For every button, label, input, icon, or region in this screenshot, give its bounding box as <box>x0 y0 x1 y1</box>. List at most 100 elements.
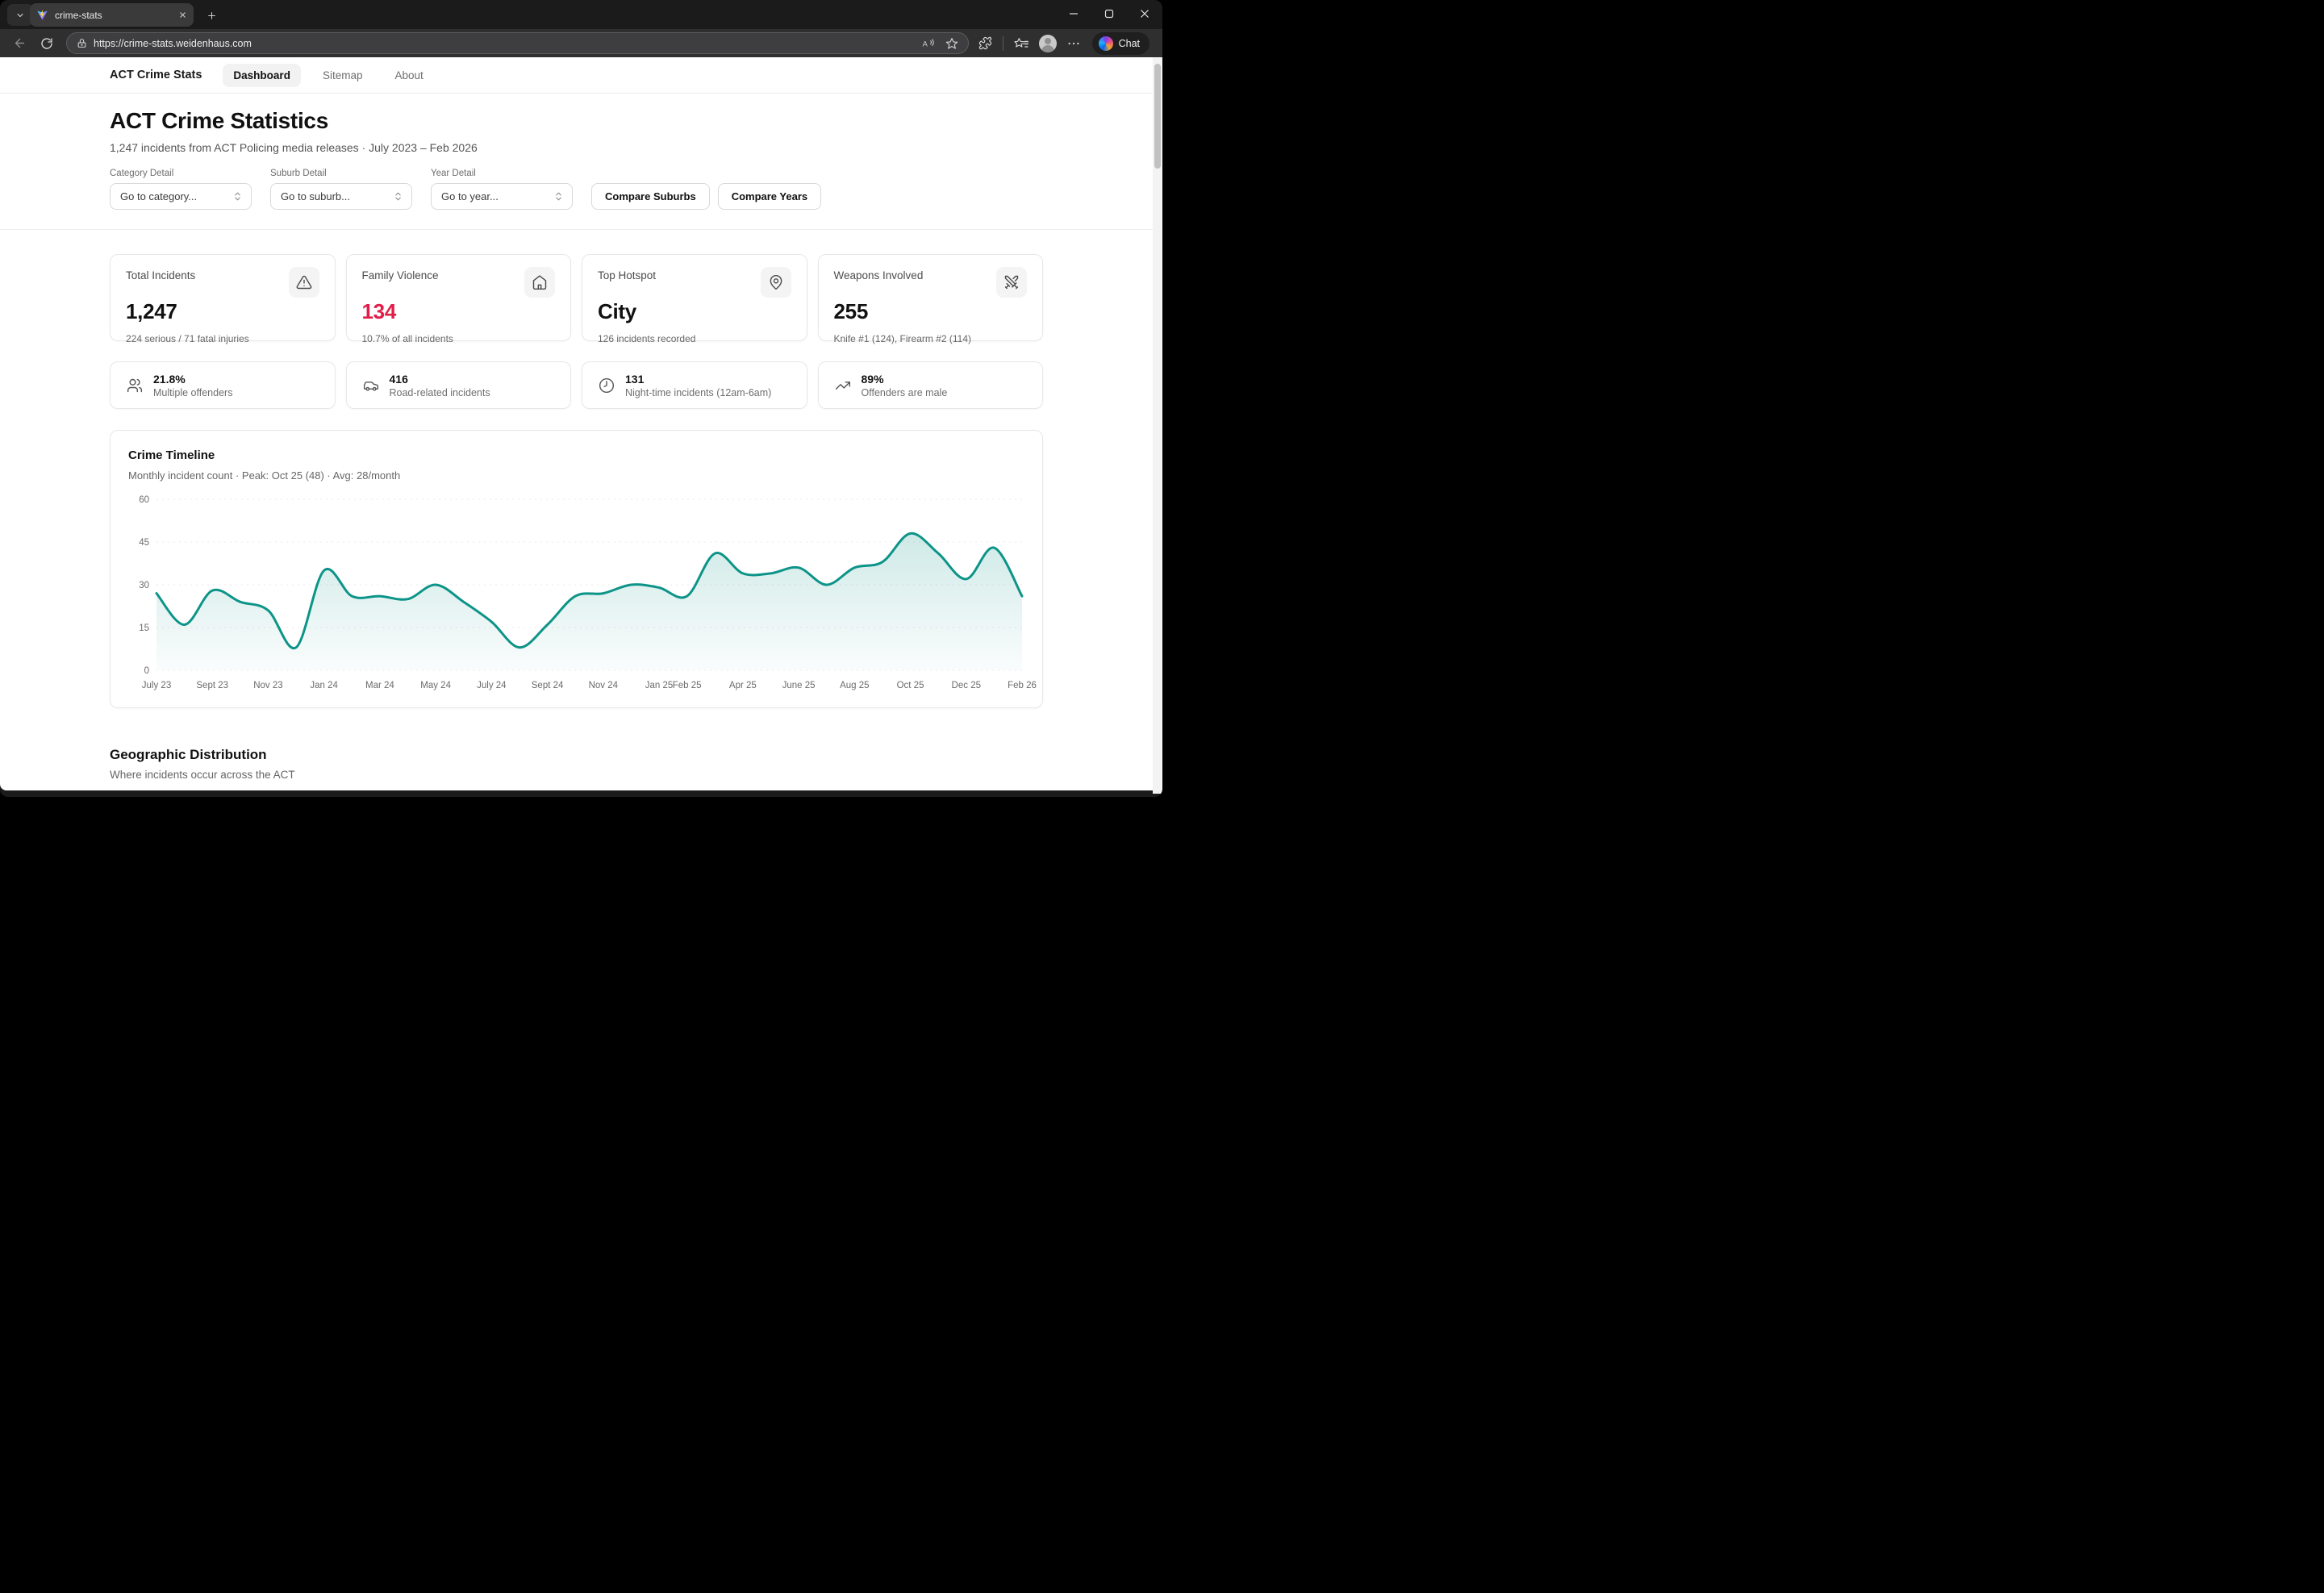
chart-title: Crime Timeline <box>128 448 215 462</box>
svg-text:Jan 24: Jan 24 <box>310 681 338 690</box>
svg-text:Dec 25: Dec 25 <box>952 681 981 690</box>
svg-text:May 24: May 24 <box>420 681 451 690</box>
minimize-icon <box>1070 13 1078 15</box>
suburb-filter-label: Suburb Detail <box>270 169 327 178</box>
nav-link-sitemap[interactable]: Sitemap <box>322 69 363 81</box>
nav-link-dashboard[interactable]: Dashboard <box>223 63 301 87</box>
settings-more-icon[interactable] <box>1067 37 1080 50</box>
stat-label: Total Incidents <box>126 269 196 281</box>
svg-text:45: 45 <box>139 538 149 548</box>
refresh-icon <box>41 37 52 49</box>
category-select[interactable]: Go to category... <box>110 183 252 210</box>
clock-icon <box>599 377 615 393</box>
car-icon <box>363 381 378 391</box>
stat-sub: 10.7% of all incidents <box>361 333 453 344</box>
compare-suburbs-button[interactable]: Compare Suburbs <box>591 183 710 210</box>
stat-label: Family Violence <box>361 269 439 281</box>
profile-avatar[interactable] <box>1038 34 1057 52</box>
filter-bar: Category Detail Go to category... Suburb… <box>110 169 1043 210</box>
new-tab-button[interactable] <box>202 6 221 24</box>
page-content: ACT Crime Stats Dashboard Sitemap About … <box>0 57 1153 790</box>
lock-icon <box>77 39 86 48</box>
mini-cards-row: 21.8% Multiple offenders 416 Road-relate… <box>110 361 1043 409</box>
close-window-button[interactable] <box>1127 0 1162 27</box>
svg-text:Feb 25: Feb 25 <box>673 681 702 690</box>
home-icon <box>524 267 555 298</box>
svg-text:Jan 25: Jan 25 <box>645 681 674 690</box>
svg-text:Sept 23: Sept 23 <box>196 681 228 690</box>
chevron-up-down-icon <box>235 192 240 201</box>
alert-triangle-icon <box>288 267 319 298</box>
stat-label: Top Hotspot <box>598 269 657 281</box>
mini-card-male-offenders: 89% Offenders are male <box>817 361 1043 409</box>
svg-text:Mar 24: Mar 24 <box>365 681 394 690</box>
svg-text:Nov 24: Nov 24 <box>589 681 619 690</box>
mini-card-night-time: 131 Night-time incidents (12am-6am) <box>582 361 807 409</box>
stat-card-total-incidents: Total Incidents 1,247 224 serious / 71 f… <box>110 254 336 344</box>
stat-label: Weapons Involved <box>833 269 924 281</box>
map-pin-icon <box>760 267 791 298</box>
crime-timeline-card: Crime Timeline Monthly incident count · … <box>110 430 1043 708</box>
chevron-up-down-icon <box>395 192 401 201</box>
read-aloud-icon[interactable]: A <box>921 37 936 50</box>
copilot-icon <box>1098 35 1113 51</box>
address-bar[interactable]: https://crime-stats.weidenhaus.com A <box>66 32 969 54</box>
crime-timeline-chart: 0 15 30 45 60 July 23 Sept 23 Nov 23 Jan 24 Mar 2… <box>139 495 1037 690</box>
svg-text:Feb 26: Feb 26 <box>1008 681 1037 690</box>
svg-text:Aug 25: Aug 25 <box>840 681 869 690</box>
extensions-icon[interactable] <box>978 36 992 50</box>
mini-card-multiple-offenders: 21.8% Multiple offenders <box>110 361 336 409</box>
scrollbar-thumb[interactable] <box>1154 64 1161 169</box>
mini-value: 89% <box>861 372 884 386</box>
stat-value: 1,247 <box>126 299 177 323</box>
crossed-swords-icon <box>996 267 1027 298</box>
stat-sub: Knife #1 (124), Firearm #2 (114) <box>833 333 972 344</box>
stat-card-top-hotspot: Top Hotspot City 126 incidents recorded <box>582 254 807 344</box>
nav-link-about[interactable]: About <box>394 69 423 81</box>
plus-icon <box>207 11 215 19</box>
browser-toolbar: https://crime-stats.weidenhaus.com A Cha… <box>0 29 1162 57</box>
users-icon <box>127 378 143 392</box>
minimize-button[interactable] <box>1056 0 1091 27</box>
svg-text:60: 60 <box>139 495 149 505</box>
tab-search-button[interactable] <box>7 4 33 26</box>
compare-years-button[interactable]: Compare Years <box>717 183 822 210</box>
site-nav: ACT Crime Stats Dashboard Sitemap About <box>0 57 1153 94</box>
chevron-up-down-icon <box>556 192 561 201</box>
mini-value: 21.8% <box>153 372 186 386</box>
tab-close-icon[interactable] <box>178 10 187 19</box>
year-select[interactable]: Go to year... <box>431 183 573 210</box>
page-scrollbar[interactable] <box>1153 57 1162 794</box>
category-filter-label: Category Detail <box>110 169 174 178</box>
favorite-star-icon[interactable] <box>945 37 958 50</box>
favorites-bar-icon[interactable] <box>1014 37 1028 50</box>
refresh-button[interactable] <box>35 32 58 55</box>
stat-card-weapons: Weapons Involved 255 Knife #1 (124), Fir… <box>817 254 1043 344</box>
maximize-button[interactable] <box>1091 0 1127 27</box>
chart-subtitle: Monthly incident count · Peak: Oct 25 (4… <box>128 469 401 482</box>
stat-cards-row: Total Incidents 1,247 224 serious / 71 f… <box>110 254 1043 344</box>
year-filter-label: Year Detail <box>431 169 476 178</box>
mini-label: Offenders are male <box>861 386 948 398</box>
back-arrow-icon <box>15 38 24 48</box>
suburb-select[interactable]: Go to suburb... <box>270 183 412 210</box>
mini-value: 131 <box>625 372 645 386</box>
svg-text:July 24: July 24 <box>477 681 507 690</box>
stat-value: 255 <box>833 299 869 323</box>
mini-card-road-related: 416 Road-related incidents <box>345 361 571 409</box>
site-favicon <box>37 10 48 20</box>
copilot-chat-button[interactable]: Chat <box>1091 31 1149 55</box>
toolbar-icons: Chat <box>974 31 1154 55</box>
back-button[interactable] <box>8 32 31 55</box>
svg-text:Sept 24: Sept 24 <box>532 681 564 690</box>
svg-text:30: 30 <box>139 581 149 590</box>
page-title: ACT Crime Statistics <box>110 108 328 133</box>
mini-value: 416 <box>389 372 408 386</box>
mini-label: Multiple offenders <box>153 386 233 398</box>
stat-value: 134 <box>361 299 397 323</box>
svg-text:June 25: June 25 <box>782 681 816 690</box>
geo-section-title: Geographic Distribution <box>110 747 267 762</box>
browser-tab[interactable]: crime-stats <box>30 3 194 27</box>
browser-window: crime-stats https://crime-stat <box>0 0 1162 797</box>
tab-title: crime-stats <box>55 9 102 21</box>
